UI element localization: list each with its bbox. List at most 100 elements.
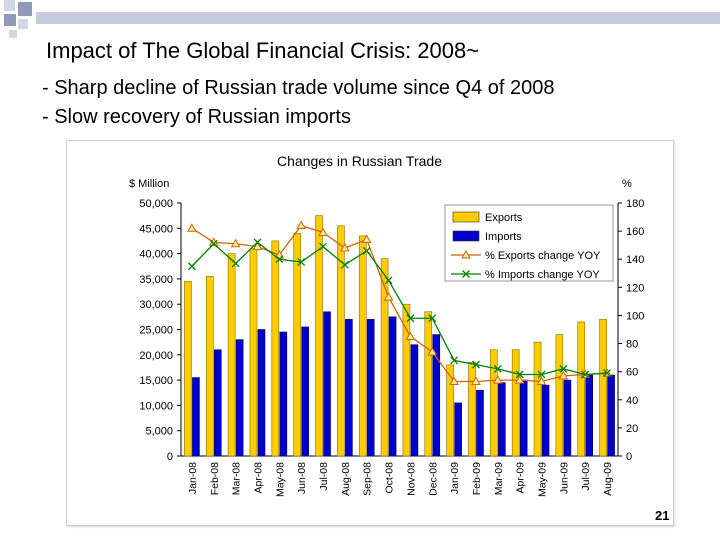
y-tick-label-left: 10,000	[139, 400, 173, 412]
point-imports-yoy	[537, 370, 546, 379]
bar-imports	[213, 349, 222, 457]
bar-imports	[388, 316, 397, 457]
y-tick-label-left: 35,000	[139, 274, 173, 286]
x-tick-label: Sep-08	[362, 462, 374, 496]
x-tick-label: May-08	[274, 462, 286, 497]
point-exports-yoy	[427, 346, 438, 356]
y-tick-label-right: 100	[626, 310, 644, 322]
bar-exports	[337, 225, 345, 457]
bar-imports	[498, 382, 506, 457]
chart-title: Changes in Russian Trade	[277, 153, 442, 169]
bar-imports	[366, 319, 375, 457]
legend-label: % Exports change YOY	[485, 250, 601, 262]
y-tick-label-right: 0	[626, 451, 632, 463]
bar-imports	[476, 389, 484, 457]
bar-exports	[249, 248, 258, 457]
point-exports-yoy	[318, 227, 328, 237]
y-tick-label-left: 20,000	[139, 350, 173, 362]
x-tick-label: Aug-08	[340, 462, 352, 496]
point-imports-yoy	[319, 242, 327, 251]
x-tick-label: Oct-08	[384, 462, 396, 494]
point-exports-yoy	[230, 238, 241, 248]
legend-swatch-imports	[452, 230, 480, 242]
bar-exports	[490, 349, 498, 457]
bar-exports	[533, 341, 542, 457]
point-exports-yoy	[252, 241, 263, 251]
y-tick-label-left: 25,000	[139, 325, 173, 337]
y-tick-label-left: 45,000	[139, 223, 173, 235]
bar-exports	[599, 319, 607, 457]
header-decoration-svg	[4, 0, 720, 38]
legend-label: % Imports change YOY	[485, 269, 600, 281]
chart-container: Changes in Russian Trade $ Million% 0 5,000…	[66, 140, 674, 526]
point-imports-yoy	[340, 260, 349, 269]
x-tick-label: Feb-08	[209, 462, 221, 495]
point-exports-yoy	[558, 370, 569, 380]
y-tick-label-right: 180	[626, 198, 644, 210]
point-imports-yoy	[603, 369, 612, 378]
header-square	[4, 14, 16, 26]
y-tick-label-left: 50,000	[139, 198, 173, 210]
x-tick-label: Jul-09	[580, 462, 592, 491]
x-tick-label: Jul-08	[318, 462, 330, 491]
bullet-point: - Sharp decline of Russian trade volume …	[42, 77, 555, 99]
bar-exports	[446, 364, 454, 457]
x-tick-label: Feb-09	[471, 462, 483, 495]
bar-imports	[301, 326, 309, 457]
legend-swatch-exports	[452, 211, 480, 223]
bar-imports	[410, 344, 419, 457]
bar-exports	[380, 258, 389, 457]
point-imports-yoy	[253, 238, 262, 247]
point-exports-yoy	[296, 220, 307, 229]
bar-imports	[345, 319, 353, 457]
point-exports-yoy	[492, 375, 503, 384]
point-exports-yoy	[514, 375, 525, 384]
point-imports-yoy	[493, 364, 502, 373]
point-imports-yoy	[450, 356, 459, 365]
legend-label: Exports	[485, 212, 523, 224]
y-tick-label-left: 5,000	[145, 426, 173, 438]
x-tick-label: Dec-08	[427, 462, 439, 496]
point-exports-yoy	[405, 331, 416, 341]
point-imports-yoy	[428, 314, 437, 323]
x-tick-label: Mar-09	[493, 462, 505, 495]
bar-imports	[519, 379, 528, 457]
bar-imports	[607, 374, 615, 457]
point-imports-yoy	[275, 255, 284, 264]
point-imports-yoy	[515, 370, 524, 379]
y-tick-label-right: 120	[626, 282, 644, 294]
header-square	[4, 0, 15, 11]
bar-exports	[555, 334, 564, 457]
y-tick-label-right: 140	[626, 254, 644, 266]
y-tick-label-left: 40,000	[139, 249, 173, 261]
trade-chart: Changes in Russian Trade $ Million % 0 5,000…	[129, 153, 644, 497]
y-axis-left-label: $ Million	[129, 178, 169, 190]
point-exports-yoy	[361, 234, 372, 244]
y-tick-label-right: 60	[626, 367, 638, 379]
x-tick-label: Aug-09	[602, 462, 614, 496]
bar-exports	[315, 215, 323, 457]
header-square	[9, 30, 17, 38]
point-exports-yoy	[340, 242, 350, 252]
bar-imports	[323, 311, 331, 457]
page-number: 21	[655, 508, 670, 523]
header-bar	[36, 12, 720, 24]
bar-imports	[541, 384, 550, 457]
bar-imports	[454, 402, 462, 457]
y-tick-label-right: 20	[626, 423, 638, 435]
point-exports-yoy	[449, 376, 459, 386]
y-tick-label-left: 15,000	[139, 375, 173, 387]
point-exports-yoy	[383, 292, 394, 301]
legend-label: Imports	[485, 231, 522, 243]
x-tick-label: Apr-09	[515, 462, 527, 494]
point-imports-yoy	[406, 314, 415, 323]
legend-marker-imports-yoy	[462, 270, 470, 278]
bar-exports	[205, 276, 214, 457]
point-exports-yoy	[187, 223, 197, 232]
x-tick-label: Jan-08	[187, 462, 199, 494]
bar-exports	[468, 362, 476, 457]
y-tick-label-left: 0	[167, 451, 173, 463]
y-axis-right-label: %	[622, 178, 632, 190]
bar-exports	[184, 281, 192, 457]
y-tick-label-right: 40	[626, 395, 638, 407]
